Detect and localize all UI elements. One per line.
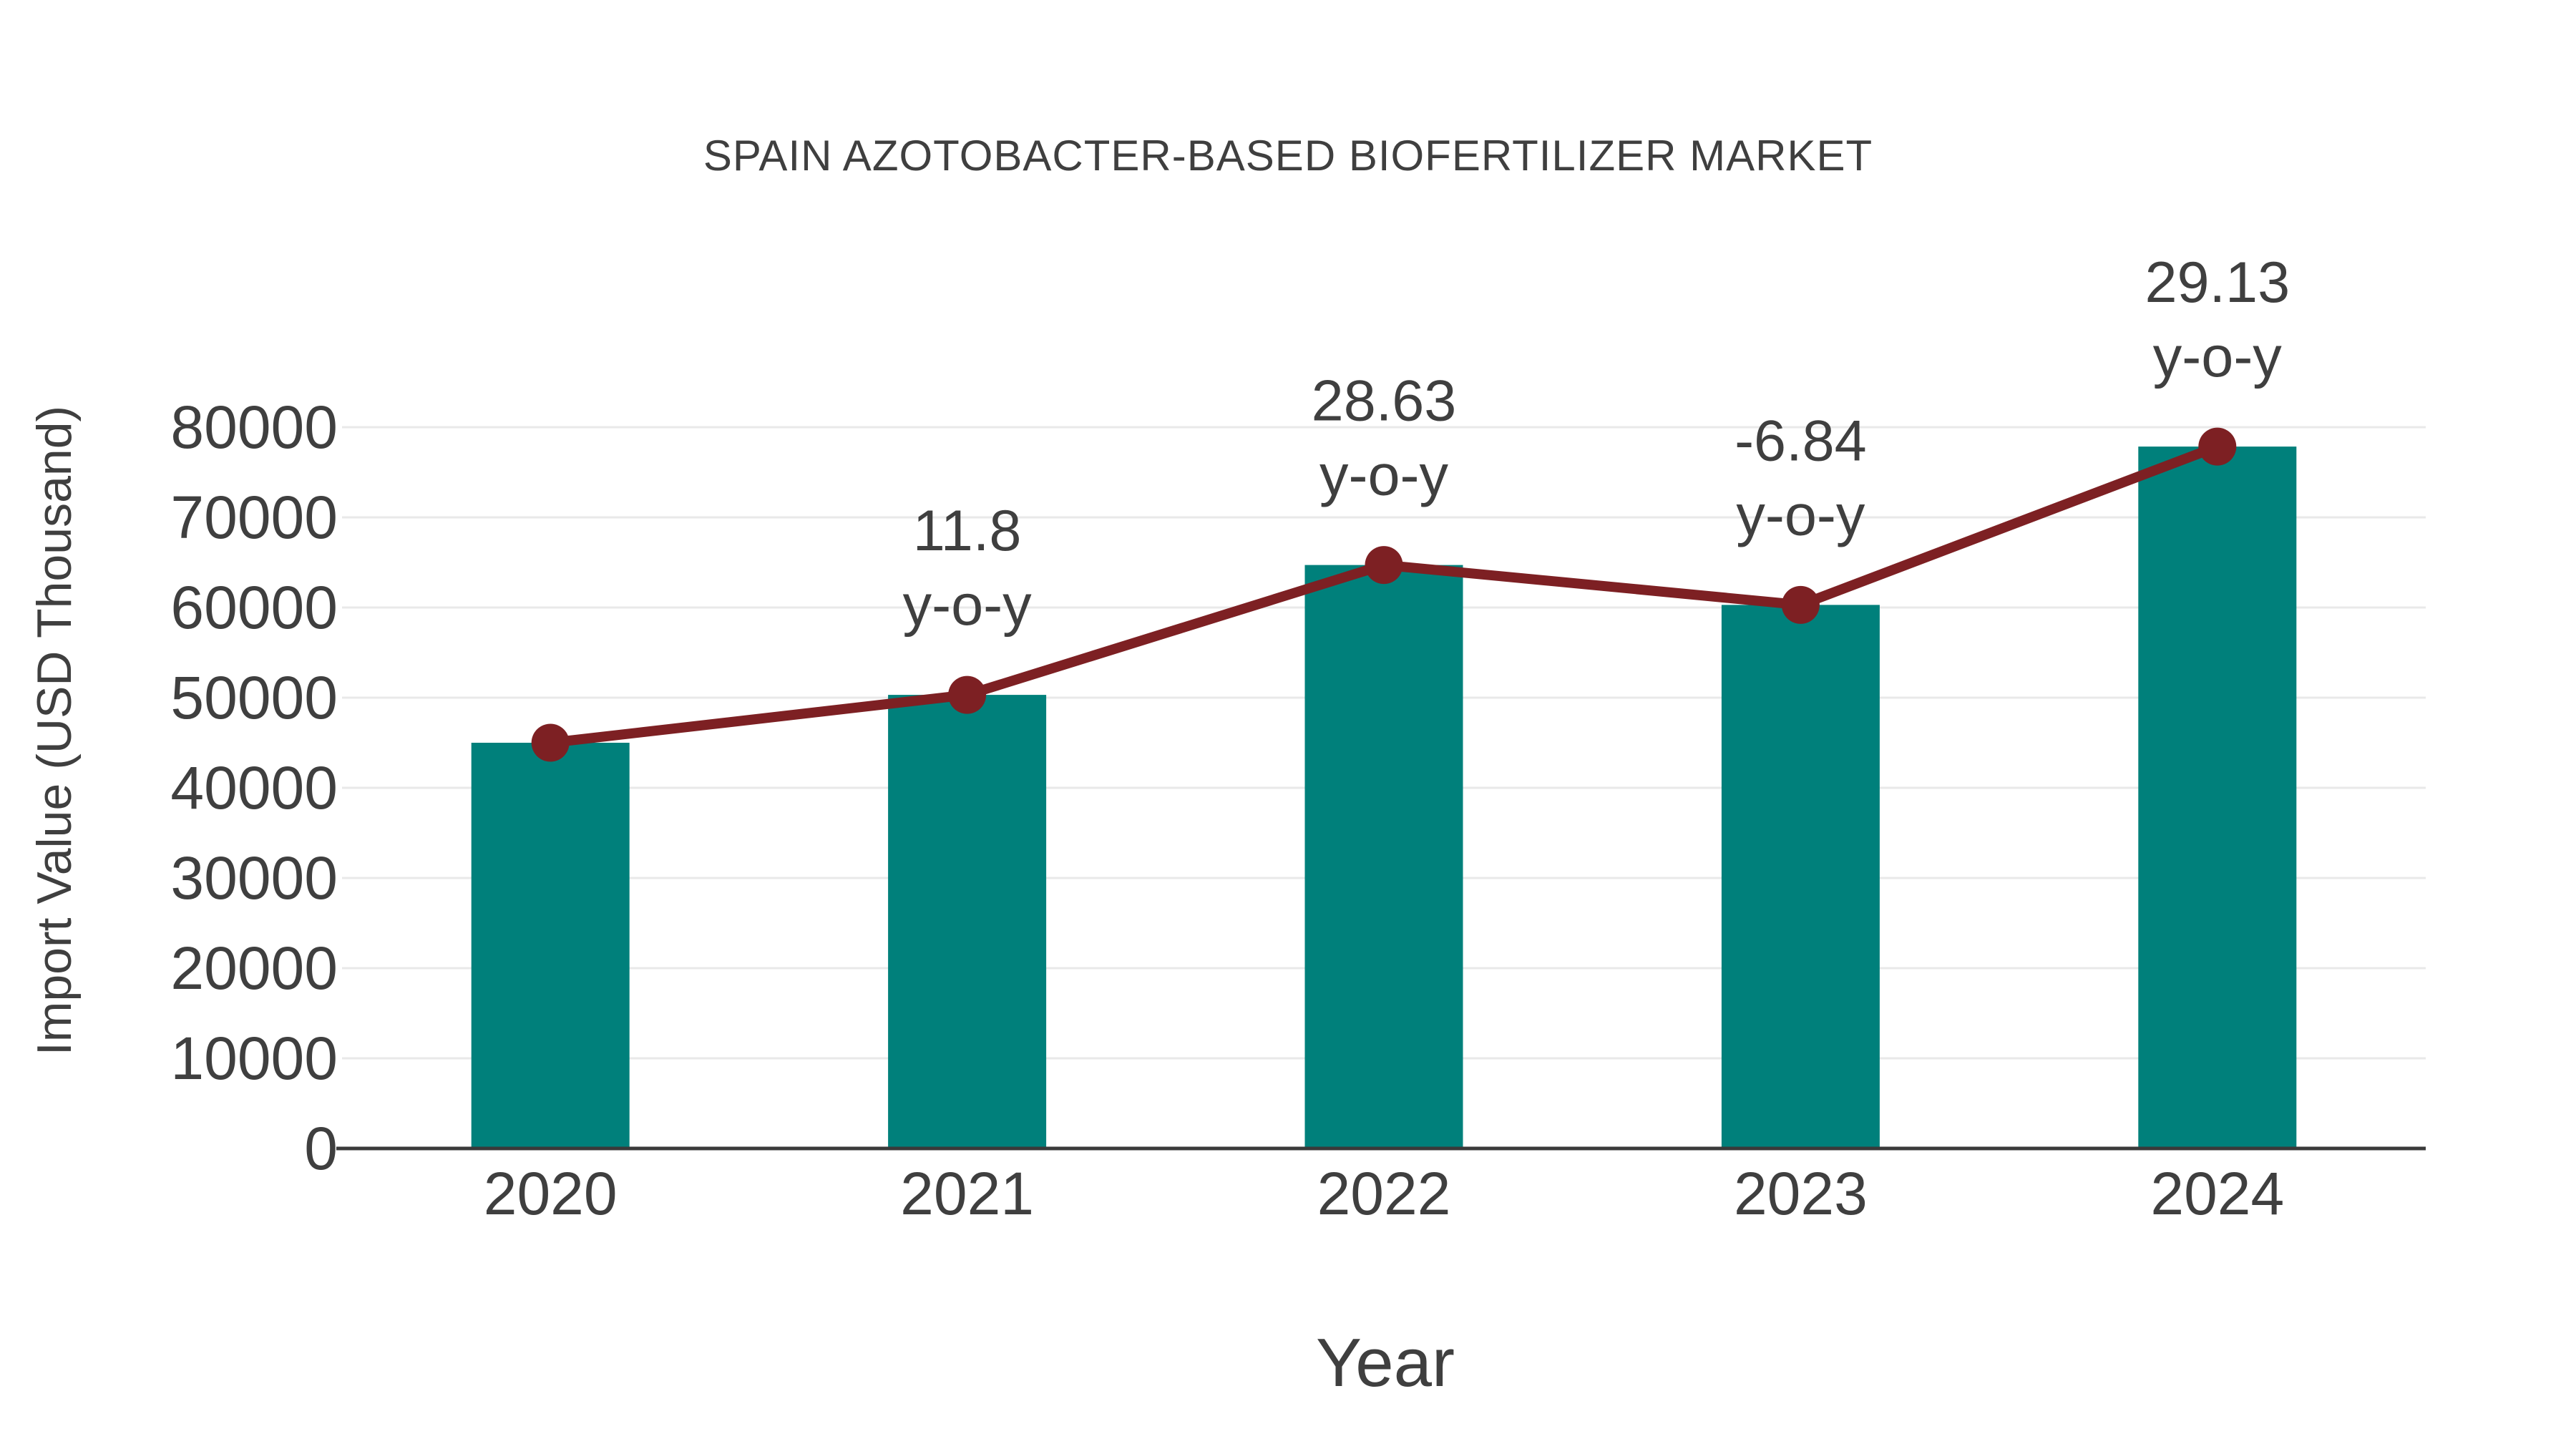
annotation-2022-suffix: y-o-y: [1319, 444, 1448, 508]
x-tick-label-2023: 2023: [1734, 1160, 1868, 1227]
annotation-2023-value: -6.84: [1735, 409, 1867, 473]
bar-2024: [2138, 447, 2297, 1148]
y-tick-label-80000: 80000: [170, 394, 338, 461]
bar-2020: [471, 743, 630, 1148]
trend-marker-2024: [2198, 427, 2237, 466]
y-tick-label-40000: 40000: [170, 754, 338, 821]
trend-marker-2022: [1365, 546, 1403, 585]
annotation-2024-suffix: y-o-y: [2153, 325, 2282, 389]
trend-marker-2021: [948, 675, 987, 714]
bar-2021: [888, 695, 1047, 1148]
x-axis-title: Year: [1316, 1324, 1455, 1401]
x-tick-label-2024: 2024: [2150, 1160, 2284, 1227]
y-tick-label-20000: 20000: [170, 935, 338, 1002]
chart-title: SPAIN AZOTOBACTER-BASED BIOFERTILIZER MA…: [703, 132, 1873, 180]
y-tick-label-10000: 10000: [170, 1025, 338, 1092]
x-tick-label-2020: 2020: [484, 1160, 618, 1227]
annotation-2023-suffix: y-o-y: [1736, 483, 1865, 547]
trend-marker-2023: [1781, 585, 1820, 624]
bar-2023: [1721, 605, 1880, 1148]
y-tick-label-50000: 50000: [170, 664, 338, 731]
y-tick-label-30000: 30000: [170, 844, 338, 912]
annotation-2022-value: 28.63: [1312, 369, 1457, 434]
bar-2022: [1304, 565, 1463, 1148]
x-tick-label-2021: 2021: [900, 1160, 1034, 1227]
x-tick-label-2022: 2022: [1317, 1160, 1451, 1227]
annotation-2021-suffix: y-o-y: [903, 573, 1032, 638]
annotation-2021-value: 11.8: [913, 499, 1022, 563]
annotation-2024-value: 29.13: [2145, 250, 2290, 315]
y-tick-label-70000: 70000: [170, 484, 338, 551]
y-tick-label-0: 0: [304, 1115, 338, 1182]
y-tick-label-60000: 60000: [170, 574, 338, 641]
trend-marker-2020: [531, 723, 570, 762]
